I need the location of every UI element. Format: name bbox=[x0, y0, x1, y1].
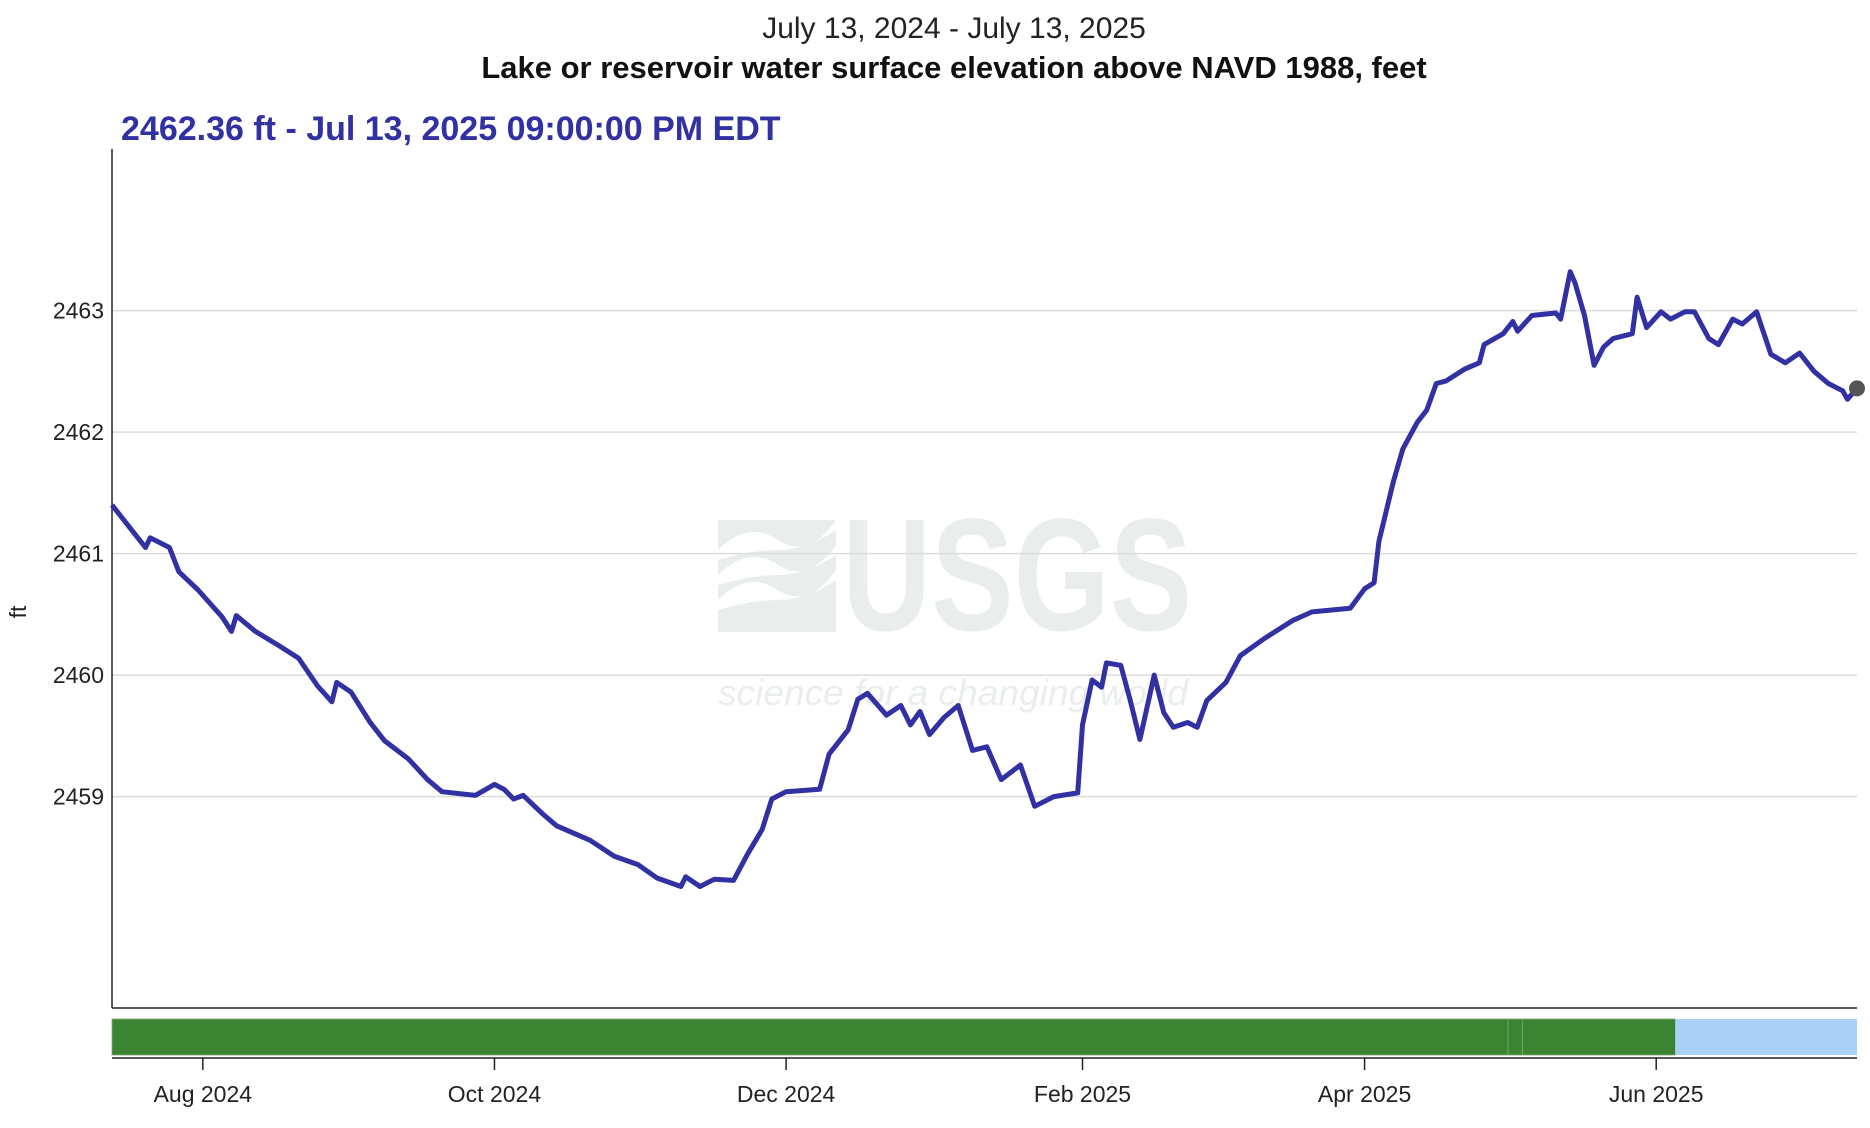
x-tick-label: Apr 2025 bbox=[1318, 1081, 1411, 1107]
y-tick-label: 2462 bbox=[53, 419, 104, 445]
status-bar-segment bbox=[1521, 1018, 1676, 1056]
x-tick-label: Oct 2024 bbox=[448, 1081, 542, 1107]
usgs-wave-icon bbox=[718, 520, 836, 632]
latest-value-marker[interactable] bbox=[1849, 380, 1865, 397]
current-value-headline: 2462.36 ft - Jul 13, 2025 09:00:00 PM ED… bbox=[121, 110, 781, 148]
usgs-logo-text: USGS bbox=[842, 485, 1192, 664]
y-tick-label: 2460 bbox=[53, 662, 104, 688]
y-axis-label: ft bbox=[5, 605, 31, 618]
chart-subtitle: Lake or reservoir water surface elevatio… bbox=[481, 50, 1426, 85]
y-tick-label: 2461 bbox=[53, 541, 104, 567]
y-axis-ticks: 2459 2460 2461 2462 2463 bbox=[53, 298, 104, 810]
x-tick-label: Jun 2025 bbox=[1609, 1081, 1704, 1107]
x-tick-label: Feb 2025 bbox=[1034, 1081, 1131, 1107]
x-tick-label: Dec 2024 bbox=[737, 1081, 836, 1107]
y-tick-label: 2459 bbox=[53, 784, 104, 810]
usgs-watermark: USGS science for a changing world bbox=[718, 485, 1192, 713]
y-tick-label: 2463 bbox=[53, 298, 104, 324]
status-bar-segment bbox=[1675, 1019, 1857, 1055]
y-gridlines bbox=[112, 309, 1857, 798]
x-axis-ticks: Aug 2024 Oct 2024 Dec 2024 Feb 2025 Apr 2025… bbox=[154, 1058, 1704, 1107]
status-bar-segment bbox=[1507, 1018, 1523, 1056]
status-bar-segment bbox=[111, 1018, 1509, 1056]
chart-title: July 13, 2024 - July 13, 2025 bbox=[762, 12, 1146, 45]
elevation-series-line bbox=[110, 269, 1859, 889]
approval-status-bar bbox=[111, 1018, 1857, 1056]
x-tick-label: Aug 2024 bbox=[154, 1081, 253, 1107]
usgs-tagline: science for a changing world bbox=[718, 672, 1189, 713]
